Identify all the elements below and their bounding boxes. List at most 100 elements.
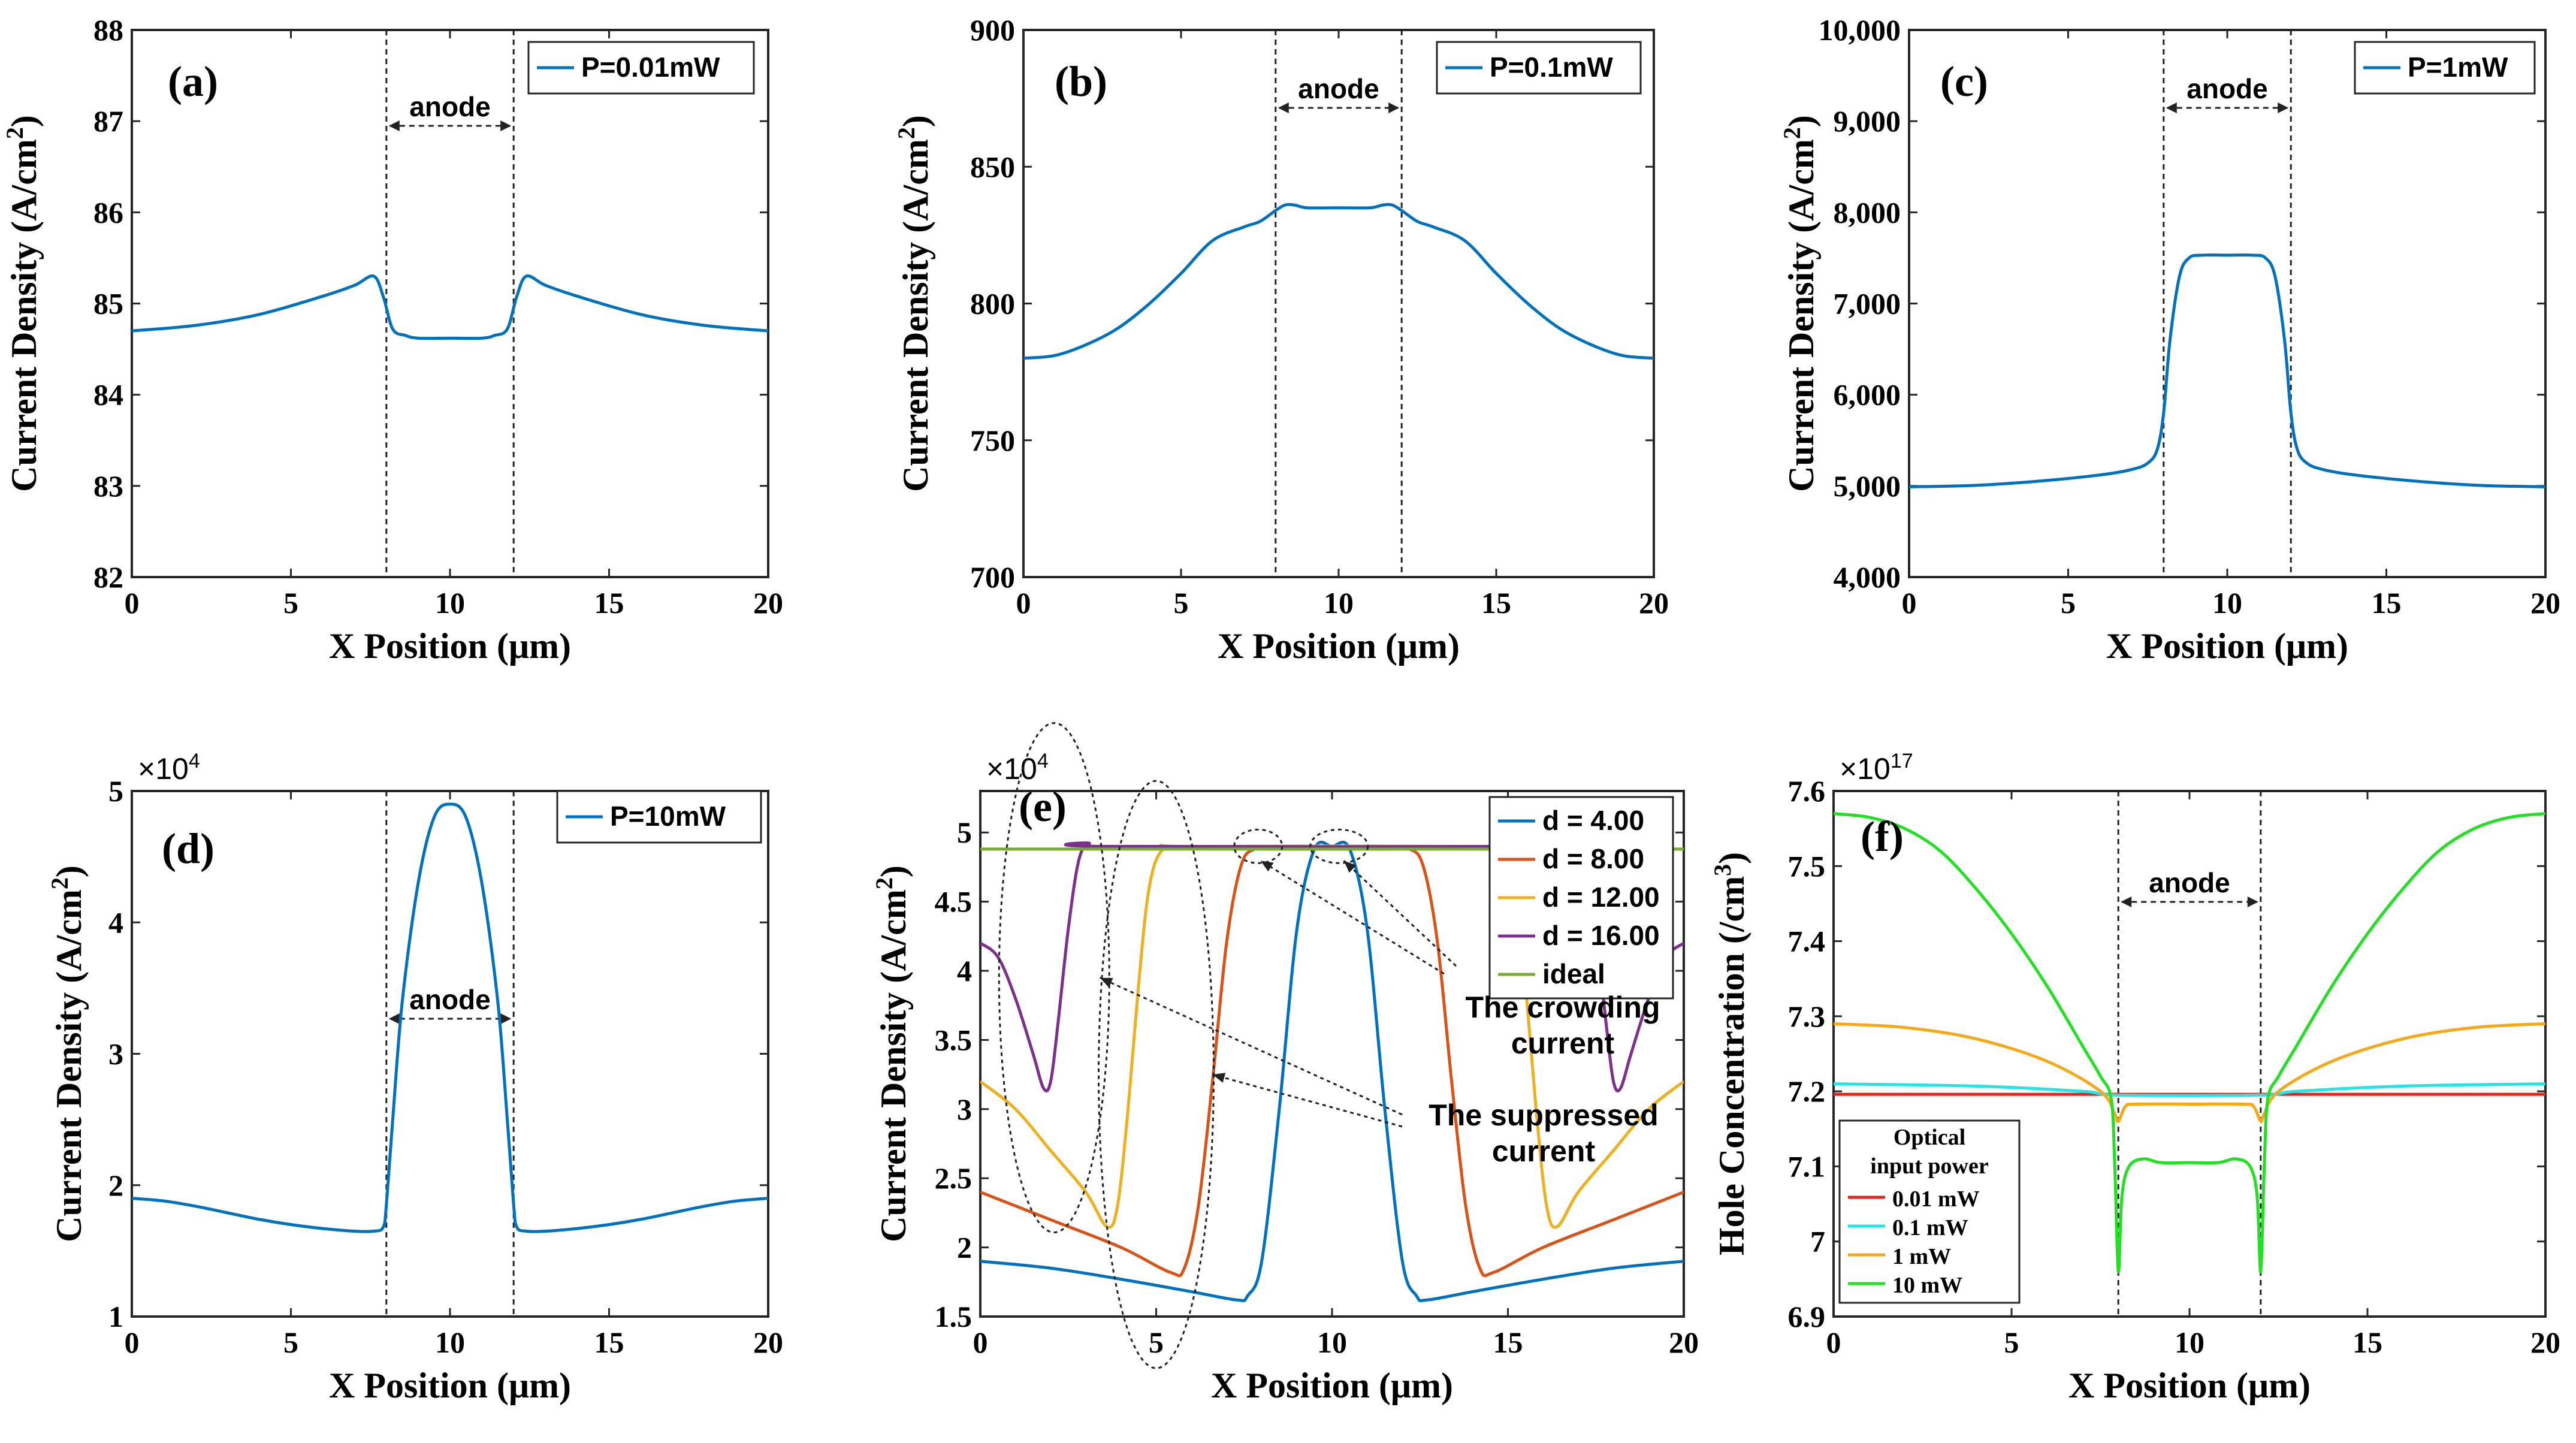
series-line — [1834, 1082, 2545, 1097]
y-tick-label: 3 — [957, 1092, 972, 1126]
y-tick-label: 900 — [970, 13, 1015, 47]
x-tick-label: 0 — [125, 586, 140, 620]
anode-label: anode — [2149, 867, 2230, 898]
x-tick-label: 10 — [1324, 586, 1354, 620]
y-tick-label: 9,000 — [1834, 104, 1901, 138]
series-line — [980, 841, 1684, 1092]
panel-label: (f) — [1861, 813, 1904, 861]
series-line — [132, 802, 768, 1233]
panel-b: 0 5 10 15 20 700 750 800 850 900 X Position (μm) Cu… — [893, 13, 1669, 666]
panel-label: (d) — [162, 825, 215, 873]
x-tick-label: 15 — [594, 586, 624, 620]
legend-label: P=0.01mW — [581, 52, 720, 83]
y-tick-label: 6,000 — [1834, 378, 1901, 412]
dotted-ellipse — [1233, 828, 1284, 864]
arrow-head-icon — [1260, 861, 1274, 872]
y-tick-label: 1 — [108, 1300, 123, 1333]
y-tick-label: 7.3 — [1788, 1000, 1826, 1033]
arrow-head-icon — [500, 1013, 512, 1024]
plot-frame — [1908, 29, 2547, 578]
x-tick-label: 10 — [435, 586, 465, 620]
y-tick-label: 6.9 — [1788, 1300, 1826, 1333]
anode-label: anode — [409, 91, 490, 122]
dotted-ellipse — [998, 722, 1110, 1234]
y-tick-label: 4,000 — [1834, 560, 1901, 594]
series-line — [1023, 203, 1654, 360]
x-tick-label: 20 — [753, 1326, 783, 1359]
y-axis-label: Current Density (A/cm2) — [46, 865, 89, 1242]
series-line — [1909, 253, 2545, 488]
x-tick-label: 0 — [1826, 1326, 1841, 1359]
panel-label: (b) — [1055, 58, 1107, 105]
annotation-arrow — [1099, 977, 1403, 1116]
anode-label: anode — [1298, 73, 1379, 104]
y-tick-label: 2 — [108, 1169, 123, 1202]
x-tick-label: 10 — [2175, 1326, 2204, 1359]
y-tick-label: 84 — [93, 378, 123, 412]
x-tick-label: 20 — [1639, 586, 1669, 620]
y-tick-label: 4.5 — [935, 885, 973, 919]
x-tick-label: 15 — [1481, 586, 1511, 620]
anode-label: anode — [2187, 73, 2267, 104]
x-tick-label: 0 — [1016, 586, 1031, 620]
series-line — [132, 274, 768, 340]
y-tick-label: 4 — [957, 954, 972, 988]
x-tick-label: 20 — [2530, 586, 2560, 620]
annotation-text: The suppressed — [1429, 1098, 1658, 1132]
dotted-ellipse — [1309, 828, 1369, 864]
legend-label: 1 mW — [1892, 1244, 1951, 1269]
x-tick-label: 5 — [283, 1326, 298, 1359]
y-tick-label: 3.5 — [935, 1023, 973, 1056]
y-tick-label: 3 — [108, 1037, 123, 1071]
axis-multiplier: ×104 — [138, 750, 200, 786]
arrow-head-icon — [1388, 102, 1400, 113]
y-tick-label: 83 — [93, 469, 123, 503]
y-tick-label: 5 — [108, 774, 123, 808]
legend-label: 0.1 mW — [1892, 1215, 1968, 1240]
y-tick-label: 7.4 — [1788, 925, 1826, 958]
series-line — [1834, 812, 2545, 1273]
y-tick-label: 7.1 — [1788, 1149, 1826, 1183]
x-axis-label: X Position (μm) — [2106, 626, 2348, 666]
y-tick-label: 5 — [957, 816, 972, 849]
x-tick-label: 15 — [2352, 1326, 2382, 1359]
panel-label: (e) — [1019, 783, 1067, 831]
plot-frame — [131, 29, 769, 578]
axis-multiplier: ×104 — [986, 750, 1049, 786]
legend-title: input power — [1870, 1154, 1989, 1179]
arrow-head-icon — [2121, 896, 2132, 907]
y-tick-label: 7.2 — [1788, 1074, 1826, 1108]
arrow-head-icon — [1343, 861, 1357, 873]
annotation-text: The crowding — [1466, 991, 1660, 1024]
x-tick-label: 20 — [1669, 1326, 1699, 1359]
arrow-head-icon — [388, 1013, 400, 1024]
y-tick-label: 2.5 — [935, 1161, 973, 1195]
y-tick-label: 5,000 — [1834, 469, 1901, 503]
y-tick-label: 82 — [93, 560, 123, 594]
y-axis-label: Current Density (A/cm2) — [1778, 115, 1822, 492]
y-axis-label: Current Density (A/cm2) — [893, 115, 936, 492]
x-tick-label: 10 — [2212, 586, 2242, 620]
y-axis-label: Current Density (A/cm2) — [871, 865, 914, 1242]
panel-c: 0 5 10 15 20 4,000 5,000 6,000 7,000 8,000 9,000 10… — [1778, 13, 2561, 666]
panel-f: 0 5 10 15 20 6.9 7 7.1 7.2 7.3 7.4 7.5 7.6 X Position… — [1709, 750, 2561, 1405]
x-tick-label: 0 — [1902, 586, 1917, 620]
arrow-head-icon — [1278, 102, 1289, 113]
y-tick-label: 87 — [93, 104, 123, 138]
y-tick-label: 750 — [970, 424, 1015, 457]
legend-label: ideal — [1542, 958, 1605, 989]
legend-label: 0.01 mW — [1892, 1187, 1980, 1212]
panel-label: (a) — [168, 58, 218, 105]
x-axis-label: X Position (μm) — [1211, 1366, 1453, 1405]
x-tick-label: 5 — [1174, 586, 1189, 620]
x-tick-label: 10 — [435, 1326, 465, 1359]
x-tick-label: 5 — [283, 586, 298, 620]
legend-label: d = 4.00 — [1542, 805, 1644, 836]
x-axis-label: X Position (μm) — [329, 626, 571, 666]
x-tick-label: 20 — [753, 586, 783, 620]
legend-label: P=10mW — [610, 801, 726, 832]
x-axis-label: X Position (μm) — [1218, 626, 1460, 666]
x-axis-label: X Position (μm) — [2068, 1366, 2311, 1405]
y-tick-label: 700 — [970, 560, 1015, 594]
plot-frame — [131, 790, 769, 1318]
